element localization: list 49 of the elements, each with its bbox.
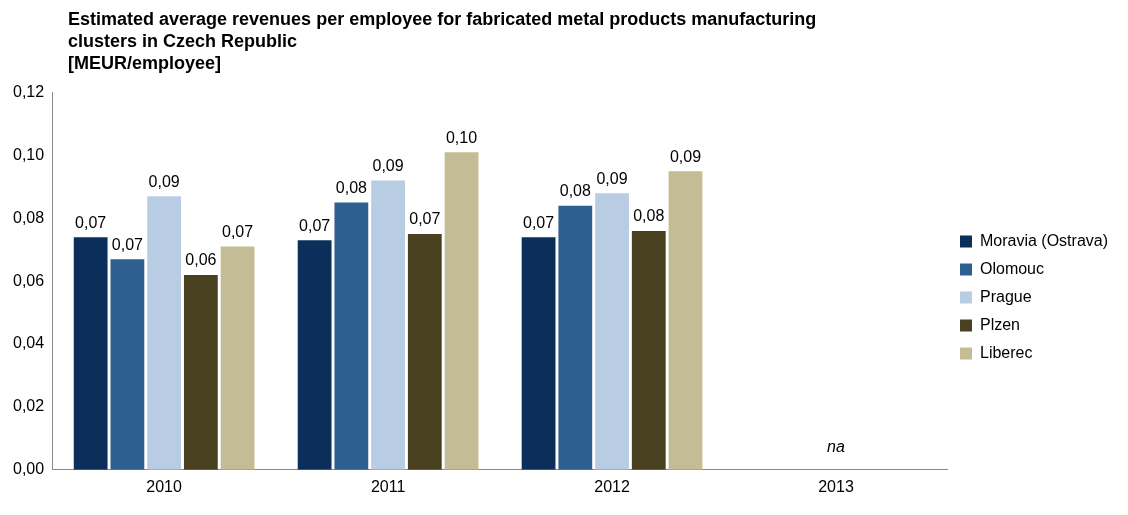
chart-subtitle: [MEUR/employee] bbox=[68, 52, 223, 74]
data-label: 0,10 bbox=[445, 128, 478, 146]
x-tick-label: 2013 bbox=[818, 477, 854, 495]
data-label: 0,08 bbox=[335, 179, 368, 197]
data-label: 0,07 bbox=[299, 216, 331, 234]
legend-label: Plzen bbox=[979, 315, 1021, 333]
bar bbox=[334, 202, 369, 470]
legend-label: Moravia (Ostrava) bbox=[979, 231, 1109, 249]
bar bbox=[444, 152, 479, 470]
y-tick-label: 0,04 bbox=[13, 334, 45, 352]
annotation: na bbox=[827, 438, 845, 456]
data-label: 0,08 bbox=[633, 207, 665, 225]
bar bbox=[371, 180, 405, 470]
data-label: 0,07 bbox=[523, 213, 555, 231]
legend-label: Olomouc bbox=[979, 259, 1045, 277]
bar bbox=[110, 259, 145, 470]
data-label: 0,08 bbox=[559, 182, 591, 200]
bar bbox=[147, 196, 182, 470]
bar bbox=[220, 246, 255, 470]
legend-label: Liberec bbox=[979, 343, 1033, 361]
chart-title: Estimated average revenues per employee for fabricated metal products manufacturing clusters in Czech Republic bbox=[68, 8, 818, 52]
bar bbox=[558, 205, 593, 470]
data-label: 0,07 bbox=[111, 235, 144, 253]
y-tick-label: 0,12 bbox=[13, 83, 45, 101]
data-label: 0,09 bbox=[372, 157, 404, 175]
data-label: 0,07 bbox=[75, 213, 107, 231]
y-tick-label: 0,02 bbox=[13, 397, 45, 415]
y-tick-label: 0,00 bbox=[13, 460, 45, 478]
y-tick-label: 0,08 bbox=[13, 208, 45, 226]
x-tick-label: 2010 bbox=[146, 477, 183, 495]
bar bbox=[407, 234, 442, 470]
legend-label: Prague bbox=[979, 287, 1032, 305]
bar bbox=[521, 237, 556, 470]
bar bbox=[297, 240, 332, 470]
data-label: 0,07 bbox=[222, 223, 254, 241]
data-label: 0,09 bbox=[596, 169, 628, 187]
bar bbox=[631, 230, 666, 470]
bar bbox=[73, 237, 108, 470]
data-label: 0,09 bbox=[148, 172, 180, 190]
y-tick-label: 0,06 bbox=[13, 271, 45, 289]
bar bbox=[595, 193, 629, 470]
data-label: 0,07 bbox=[409, 210, 441, 228]
data-label: 0,06 bbox=[185, 251, 217, 269]
bar bbox=[668, 171, 703, 470]
x-tick-label: 2012 bbox=[594, 477, 630, 495]
y-tick-label: 0,10 bbox=[13, 145, 45, 163]
data-label: 0,09 bbox=[669, 147, 702, 165]
x-tick-label: 2011 bbox=[370, 477, 406, 495]
bar bbox=[183, 274, 218, 470]
